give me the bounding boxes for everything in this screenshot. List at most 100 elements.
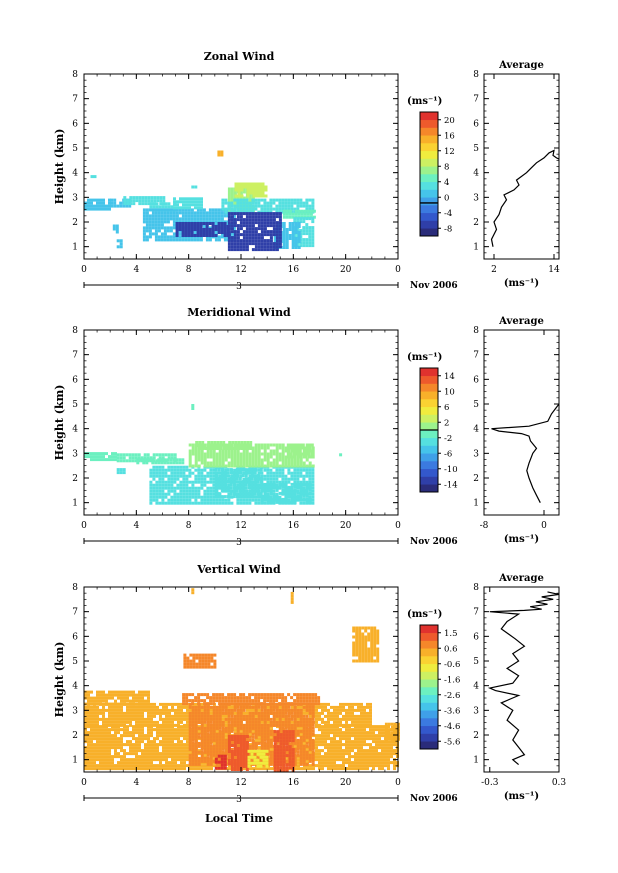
heatmap-cell <box>257 215 261 219</box>
heatmap-cell <box>123 717 126 721</box>
heatmap-cell <box>206 492 210 496</box>
heatmap-cell <box>278 464 282 468</box>
heatmap-cell <box>87 702 90 706</box>
heatmap-cell <box>90 725 93 729</box>
heatmap-cell <box>278 446 282 450</box>
heatmap-cell <box>293 461 297 465</box>
heatmap-cell <box>198 444 202 447</box>
heatmap-cell <box>299 471 303 475</box>
heatmap-cell <box>298 452 302 456</box>
heatmap-cell <box>144 734 147 738</box>
heatmap-cell <box>102 198 105 202</box>
heatmap-cell <box>251 464 255 468</box>
heatmap-cell <box>208 208 212 212</box>
heatmap-cell <box>99 455 102 459</box>
heatmap-cell <box>161 471 165 475</box>
heatmap-cell <box>302 468 306 472</box>
heatmap-cell <box>166 238 170 242</box>
heatmap-cell <box>200 486 204 490</box>
heatmap-cell <box>147 758 150 762</box>
heatmap-cell <box>248 196 252 200</box>
heatmap-cell <box>129 199 133 203</box>
heatmap-cell <box>205 211 209 215</box>
heatmap-cell <box>111 725 114 729</box>
heatmap-cell <box>96 749 99 753</box>
heatmap-cell <box>227 248 231 252</box>
heatmap-cell <box>302 238 306 242</box>
heatmap-cell <box>287 458 291 462</box>
heatmap-cell <box>150 720 153 724</box>
heatmap-cell <box>288 225 292 228</box>
heatmap-cell <box>168 755 171 759</box>
heatmap-cell <box>179 480 183 484</box>
heatmap-cell <box>141 767 144 771</box>
heatmap-cell <box>151 226 155 230</box>
heatmap-cell <box>211 220 215 224</box>
heatmap-cell <box>114 699 117 703</box>
heatmap-cell <box>266 245 270 249</box>
heatmap-cell <box>248 230 252 234</box>
heatmap-cell <box>342 702 345 706</box>
heatmap-cell <box>237 444 241 447</box>
heatmap-cell <box>311 489 315 493</box>
heatmap-cell <box>229 483 233 487</box>
heatmap-cell <box>257 443 261 447</box>
heatmap-patches <box>84 404 343 505</box>
heatmap-cell <box>164 202 168 206</box>
heatmap-cell <box>175 208 179 212</box>
heatmap-cell <box>165 764 168 768</box>
heatmap-cell <box>266 474 270 478</box>
heatmap-cell <box>248 193 252 197</box>
heatmap-cell <box>155 459 159 463</box>
heatmap-cell <box>186 746 189 750</box>
heatmap-cell <box>305 491 309 495</box>
heatmap-cell <box>117 708 120 712</box>
heatmap-cell <box>275 215 279 219</box>
heatmap-cell <box>176 492 180 496</box>
heatmap-cell <box>230 236 234 240</box>
heatmap-cell <box>315 755 318 759</box>
heatmap-cell <box>229 477 233 481</box>
heatmap-cell <box>175 214 179 218</box>
heatmap-cell <box>254 239 258 243</box>
heatmap-cell <box>152 498 156 502</box>
heatmap-cell <box>223 477 227 481</box>
heatmap-cell <box>120 693 123 697</box>
heatmap-cell <box>238 468 242 472</box>
heatmap-cell <box>203 477 207 481</box>
heatmap-cell <box>149 456 153 460</box>
heatmap-cell <box>311 198 315 202</box>
heatmap-cell <box>248 215 252 219</box>
heatmap-cell <box>129 702 132 706</box>
heatmap-cell <box>170 486 174 490</box>
heatmap-cell <box>257 458 261 462</box>
heatmap-cell <box>227 196 231 200</box>
heatmap-cell <box>269 471 273 475</box>
x-tick-label: 8 <box>186 265 192 275</box>
heatmap-cell <box>285 234 289 237</box>
heatmap-cell <box>230 458 234 462</box>
heatmap-cell <box>134 459 138 463</box>
heatmap-cell <box>96 455 99 459</box>
heatmap-cell <box>336 705 339 709</box>
heatmap-cell <box>153 199 157 203</box>
heatmap-cell <box>138 693 141 697</box>
heatmap-cell <box>224 201 228 205</box>
heatmap-cell <box>230 443 234 447</box>
heatmap-cell <box>219 444 223 447</box>
heatmap-cell <box>311 207 315 211</box>
heatmap-cell <box>299 494 303 498</box>
heatmap-cell <box>305 468 309 472</box>
heatmap-cell <box>84 731 87 735</box>
heatmap-cell <box>308 485 312 489</box>
heatmap-cell <box>87 207 90 211</box>
heatmap-cell <box>211 214 215 218</box>
heatmap-cell <box>281 452 285 456</box>
heatmap-cell <box>264 194 268 198</box>
heatmap-cell <box>299 501 303 505</box>
heatmap-cell <box>148 223 152 227</box>
heatmap-cell <box>214 223 218 227</box>
heatmap-cell <box>296 229 300 233</box>
heatmap-cell <box>173 471 177 475</box>
heatmap-cell <box>90 207 93 211</box>
